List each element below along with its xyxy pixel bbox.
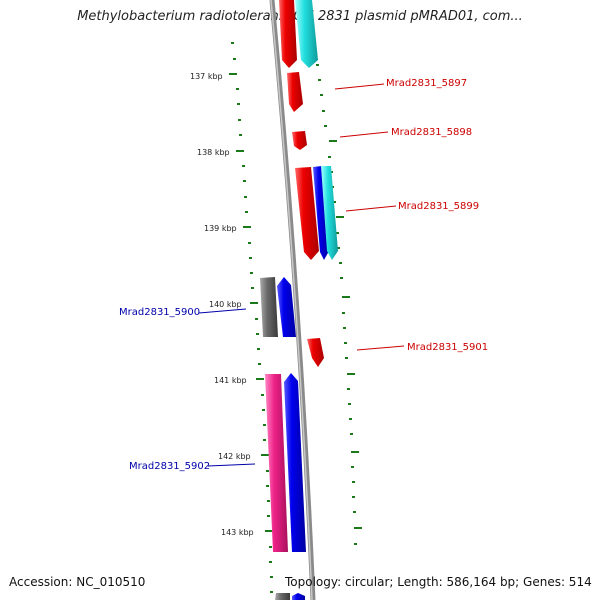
- gene-label-mrad2831-5902[interactable]: Mrad2831_5902: [129, 461, 210, 472]
- gene-arrow-mrad2831-5900[interactable]: [260, 277, 278, 337]
- backbone-highlight: [270, 0, 313, 600]
- tick-label: 138 kbp: [197, 148, 230, 157]
- gene-arrow-mrad2831-5898[interactable]: [292, 131, 307, 150]
- gene-arrow-mrad2831-5899[interactable]: [295, 167, 319, 260]
- reverse-genes[interactable]: [260, 277, 306, 600]
- tick-labels: 137 kbp 138 kbp 139 kbp 140 kbp 141 kbp …: [190, 72, 254, 537]
- leader-lines: [198, 83, 405, 467]
- gene-label-mrad2831-5898[interactable]: Mrad2831_5898: [391, 127, 472, 138]
- tick-label: 139 kbp: [204, 224, 237, 233]
- outer-scale: [316, 64, 362, 545]
- gene-arrow[interactable]: [275, 593, 290, 600]
- gene-arrow-mrad2831-5897[interactable]: [287, 72, 303, 112]
- gene-arrow[interactable]: [321, 166, 338, 260]
- gene-arrow[interactable]: [295, 0, 318, 68]
- gene-label-mrad2831-5897[interactable]: Mrad2831_5897: [386, 78, 467, 89]
- gene-arrow-mrad2831-5902[interactable]: [265, 374, 288, 552]
- gene-arrow[interactable]: [313, 166, 329, 260]
- gene-label-mrad2831-5899[interactable]: Mrad2831_5899: [398, 201, 479, 212]
- tick-label: 142 kbp: [218, 452, 251, 461]
- tick-label: 143 kbp: [221, 528, 254, 537]
- gene-label-mrad2831-5901[interactable]: Mrad2831_5901: [407, 342, 488, 353]
- gene-arrow[interactable]: [284, 373, 306, 552]
- forward-genes[interactable]: [279, 0, 338, 600]
- inner-scale: [229, 42, 273, 593]
- gene-arrow[interactable]: [277, 277, 296, 337]
- accession-text: Accession: NC_010510: [9, 575, 146, 589]
- gene-label-mrad2831-5900[interactable]: Mrad2831_5900: [119, 307, 200, 318]
- backbone: [269, 0, 316, 600]
- tick-label: 140 kbp: [209, 300, 242, 309]
- tick-label: 137 kbp: [190, 72, 223, 81]
- gene-arrow[interactable]: [292, 593, 305, 600]
- gene-arrow-mrad2831-5901[interactable]: [307, 338, 324, 367]
- gene-arrow[interactable]: [279, 0, 297, 68]
- tick-label: 141 kbp: [214, 376, 247, 385]
- summary-text: Topology: circular; Length: 586,164 bp; …: [285, 575, 592, 589]
- gene-labels[interactable]: Mrad2831_5897 Mrad2831_5898 Mrad2831_589…: [119, 78, 488, 472]
